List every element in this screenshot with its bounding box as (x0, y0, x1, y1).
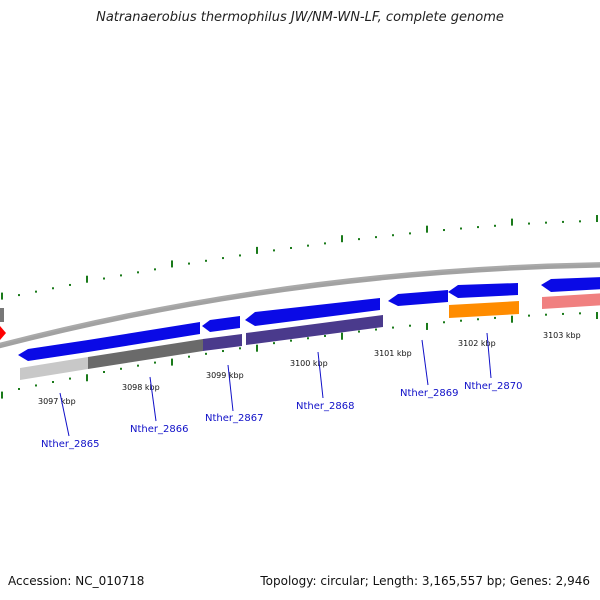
gene-bar-grey (88, 339, 203, 369)
gene-fragment-red (0, 326, 6, 340)
gene-arrow (86, 322, 200, 352)
kbp-label: 3100 kbp (290, 359, 328, 368)
gene-arrow (245, 298, 380, 326)
gene-arrow (18, 340, 88, 361)
gene-arrow (202, 316, 240, 332)
gene-label-nther-2865[interactable]: Nther_2865 (41, 439, 99, 450)
kbp-label: 3099 kbp (206, 371, 244, 380)
kbp-label: 3098 kbp (122, 383, 160, 392)
gene-bar-purple (203, 334, 242, 351)
map-title: Natranaerobius thermophilus JW/NM-WN-LF,… (96, 10, 504, 25)
gene-bar-orange (449, 301, 519, 318)
gene-label-leaders (59, 332, 492, 437)
gene-arrow (388, 290, 448, 306)
kbp-label: 3097 kbp (38, 397, 76, 406)
kbp-label: 3103 kbp (543, 331, 581, 340)
gene-label-nther-2866[interactable]: Nther_2866 (130, 424, 188, 435)
kbp-label: 3101 kbp (374, 349, 412, 358)
kbp-label: 3102 kbp (458, 339, 496, 348)
gene-bar-pink (542, 293, 600, 309)
genome-backbone (0, 262, 600, 349)
outer-tick-ring (1, 215, 598, 300)
inner-tick-ring (1, 312, 598, 399)
gene-bar-purple (246, 315, 383, 345)
gene-label-nther-2867[interactable]: Nther_2867 (205, 413, 263, 424)
genome-summary-text: Topology: circular; Length: 3,165,557 bp… (260, 574, 590, 588)
gene-label-nther-2868[interactable]: Nther_2868 (296, 401, 354, 412)
genome-backbone-highlight (0, 262, 600, 345)
gene-label-nther-2869[interactable]: Nther_2869 (400, 388, 458, 399)
accession-text: Accession: NC_010718 (8, 574, 145, 588)
gene-label-nther-2870[interactable]: Nther_2870 (464, 381, 522, 392)
gene-bar-lightgrey (20, 357, 88, 380)
gene-arrow (448, 283, 518, 298)
gene-fragment-grey (0, 308, 4, 322)
gene-arrow (541, 277, 600, 292)
